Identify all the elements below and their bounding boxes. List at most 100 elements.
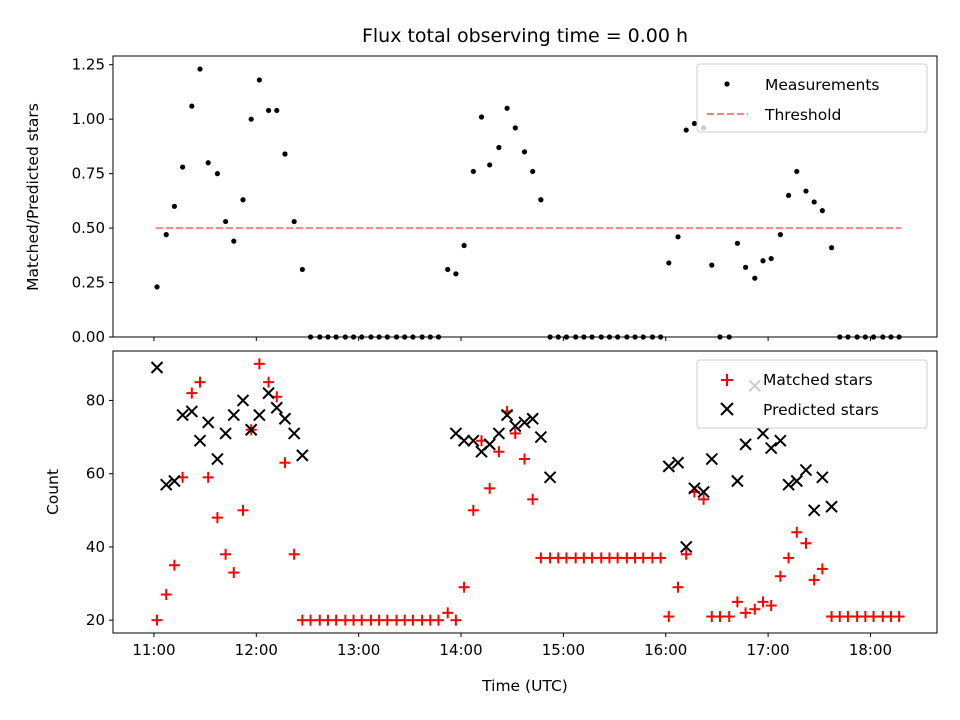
measurement-point <box>794 168 800 175</box>
measurement-point <box>742 264 749 270</box>
predicted-star-stroke <box>219 427 232 440</box>
matched-star-point <box>186 387 198 399</box>
predicted-star-stroke <box>688 482 701 495</box>
matched-star-point <box>253 358 265 370</box>
predicted-star-point <box>816 471 829 484</box>
predicted-star-point <box>500 408 514 422</box>
measurement-point <box>734 240 740 246</box>
matched-star-point <box>612 552 624 564</box>
bottom-xtick-label: 16:00 <box>644 641 687 659</box>
matched-star-point <box>816 563 828 575</box>
top-ytick-label: 1.00 <box>72 110 105 128</box>
predicted-star-point <box>483 438 496 451</box>
predicted-star-point <box>662 460 676 473</box>
measurement-point <box>691 120 698 127</box>
legend-predicted-label: Predicted stars <box>763 401 879 419</box>
predicted-star-stroke <box>467 434 480 447</box>
matched-star-point <box>637 552 649 564</box>
predicted-star-stroke <box>270 401 283 414</box>
bottom-xtick-label: 13:00 <box>337 641 380 659</box>
matched-star-point <box>808 574 820 586</box>
top-ytick-label: 0.25 <box>72 274 105 292</box>
measurement-point <box>231 238 237 244</box>
predicted-star-stroke <box>705 452 719 466</box>
measurement-point <box>803 188 809 194</box>
legend-measurements-marker <box>724 81 730 87</box>
predicted-star-stroke <box>825 500 838 513</box>
top-ytick-label: 1.25 <box>72 56 105 74</box>
predicted-star-stroke <box>160 478 173 491</box>
matched-star-point <box>893 611 905 623</box>
predicted-star-point <box>825 500 838 513</box>
predicted-star-point <box>211 452 224 466</box>
predicted-star-stroke <box>782 478 795 491</box>
bottom-ytick-label: 80 <box>86 391 105 409</box>
predicted-star-stroke <box>509 419 522 433</box>
predicted-star-stroke <box>671 456 685 469</box>
matched-star-point <box>450 614 462 626</box>
measurement-point <box>785 192 792 199</box>
predicted-star-stroke <box>756 427 770 440</box>
matched-star-point <box>305 614 317 626</box>
matched-star-point <box>211 512 223 524</box>
measurement-point <box>205 160 211 166</box>
predicted-star-point <box>543 471 557 484</box>
predicted-star-stroke <box>236 394 250 407</box>
measurement-point <box>683 127 689 133</box>
measurement-point <box>274 107 280 114</box>
top-ytick-label: 0.75 <box>72 165 105 183</box>
matched-star-point <box>560 552 572 564</box>
measurement-point <box>445 266 451 273</box>
measurement-point <box>530 168 536 175</box>
matched-star-point <box>407 614 419 626</box>
measurement-point <box>777 232 783 238</box>
predicted-star-point <box>697 485 710 499</box>
predicted-star-stroke <box>739 438 752 451</box>
predicted-star-stroke <box>168 474 181 488</box>
matched-star-point <box>151 614 163 626</box>
bottom-xtick-label: 18:00 <box>849 641 892 659</box>
bottom-ytick-label: 60 <box>86 465 105 483</box>
bottom-xlabel: Time (UTC) <box>481 677 568 695</box>
predicted-star-stroke <box>483 438 496 451</box>
predicted-star-point <box>739 438 752 451</box>
measurement-point <box>760 258 766 264</box>
predicted-star-point <box>219 427 232 440</box>
top-panel: 0.00 0.25 0.50 0.75 1.00 1.25 Matched/Predict… <box>24 55 938 346</box>
predicted-star-stroke <box>244 423 258 436</box>
matched-star-point <box>535 552 547 564</box>
matched-star-point <box>842 611 854 623</box>
predicted-star-stroke <box>680 540 693 554</box>
predicted-star-stroke <box>176 408 189 422</box>
measurement-point <box>154 284 160 290</box>
matched-star-point <box>330 614 342 626</box>
predicted-star-point <box>193 434 207 447</box>
predicted-star-point <box>518 416 531 429</box>
predicted-star-point <box>509 419 522 433</box>
matched-star-point <box>757 596 769 608</box>
chart-title: Flux total observing time = 0.00 h <box>362 25 688 47</box>
matched-star-point <box>749 603 761 615</box>
predicted-star-stroke <box>731 474 744 488</box>
matched-star-point <box>356 614 368 626</box>
measurement-point <box>828 245 835 251</box>
predicted-star-stroke <box>518 416 531 429</box>
measurement-point <box>768 255 774 262</box>
predicted-star-stroke <box>799 463 813 477</box>
predicted-star-point <box>492 427 506 440</box>
predicted-star-point <box>244 423 258 436</box>
predicted-star-point <box>680 540 693 554</box>
matched-star-point <box>194 376 206 388</box>
matched-star-point <box>731 596 743 608</box>
matched-star-point <box>202 471 214 483</box>
measurement-point <box>163 232 169 238</box>
measurement-point <box>189 103 195 109</box>
predicted-star-stroke <box>774 434 787 447</box>
matched-star-point <box>698 493 710 505</box>
measurement-point <box>461 242 467 249</box>
bottom-xtick-label: 15:00 <box>542 641 585 659</box>
top-axes-frame <box>112 55 938 338</box>
predicted-star-point <box>688 482 701 495</box>
